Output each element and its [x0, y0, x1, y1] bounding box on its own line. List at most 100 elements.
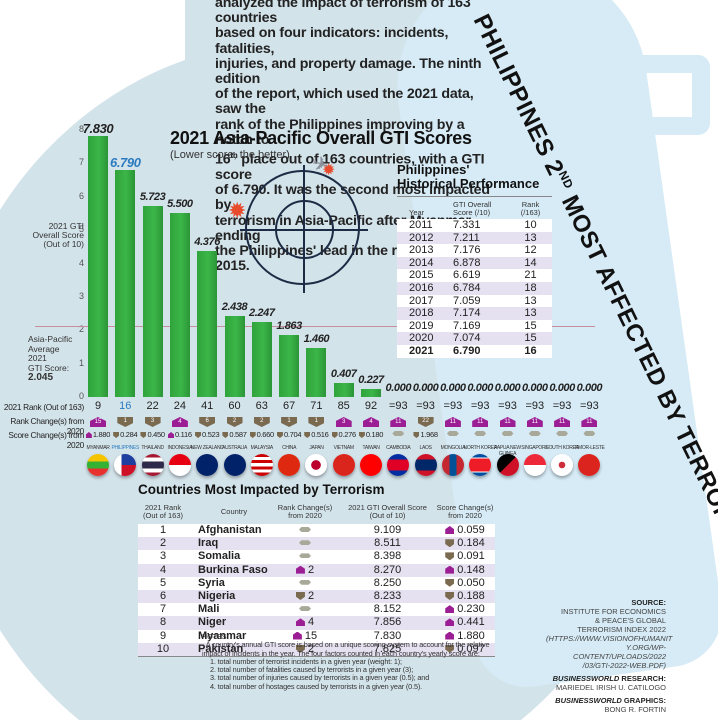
change-value: 2: [307, 563, 315, 576]
research-name: MARIEDEL IRISH U. CATILOGO: [555, 683, 666, 692]
rank-change-cell: [270, 603, 340, 616]
flag-australia-icon: [223, 454, 246, 476]
change-value: 15: [304, 629, 318, 642]
flag-malaysia-icon: [250, 454, 273, 476]
country-label: AUSTRALIA: [221, 445, 248, 451]
rank-cell: 3: [159, 550, 167, 563]
score-cell: 7.174: [453, 307, 481, 320]
source-label: SOURCE:: [631, 598, 666, 607]
arrow-down-icon: [295, 644, 305, 653]
country-label: TAIWAN: [362, 445, 380, 451]
flag-new-zealand-icon: [196, 454, 219, 476]
score-cell: 8.270: [373, 563, 402, 576]
impacted-row: 2 Iraq 8.511 0.184: [138, 537, 495, 551]
flag-japan-icon: [305, 454, 328, 476]
y-tick-label: 8: [78, 124, 84, 134]
historical-title-line: Philippines': [397, 162, 470, 177]
bar-value-label: 0.000: [576, 382, 603, 394]
impacted-row: 8 Niger 4 7.856 0.441: [138, 616, 495, 630]
score-change-cell: 0.450: [135, 430, 171, 439]
flag-china-icon: [278, 454, 301, 476]
arrow-down-icon: [140, 432, 147, 438]
score-change-row-label: Score Change(s) from 2020: [8, 430, 84, 450]
change-value: 0.441: [457, 616, 485, 629]
year-cell: 2011: [409, 219, 433, 231]
score-cell: 7.211: [453, 231, 480, 244]
score-change-value: 1.880: [92, 430, 111, 439]
arrow-up-icon: [445, 605, 455, 614]
unchanged-icon: [583, 431, 596, 436]
rank-cell: 41: [201, 400, 214, 412]
rank-cell: 4: [159, 563, 167, 576]
country-cell: Nigeria: [198, 589, 236, 602]
score-cell: 6.878: [453, 256, 481, 269]
country-label: TIMOR-LESTE: [574, 445, 605, 451]
rank-cell: 63: [255, 400, 268, 412]
arrow-down-icon: [113, 432, 120, 438]
flag-myanmar-icon: [87, 454, 109, 476]
unchanged-icon: [299, 527, 311, 532]
score-change-cell: 1.968: [408, 430, 444, 439]
historical-table-header: Year GTI Overall Score (/10) Rank (/163): [397, 197, 552, 219]
research-block: BUSINESSWORLD RESEARCH: MARIEDEL IRISH U…: [546, 674, 666, 692]
arrow-up-icon: [295, 618, 305, 627]
impacted-table-header: 2021 Rank (Out of 163) Country Rank Chang…: [138, 500, 495, 524]
rank-cell: =93: [443, 400, 463, 412]
brand: BUSINESSWORLD: [555, 696, 622, 705]
score-change-cell: [517, 430, 553, 439]
average-value: 2.045: [28, 372, 54, 383]
header-rank: Rank (/163): [509, 201, 552, 217]
impacted-row: 1 Afghanistan 9.109 0.059: [138, 524, 495, 538]
score-change-cell: 0.441: [435, 616, 495, 629]
average-label-line: GTI Score:: [28, 362, 70, 373]
historical-row: 2013 7.176 12: [397, 244, 552, 257]
rank-change-down-icon: 1: [281, 417, 298, 427]
notes-paragraph: - A country's annual GTI score is based …: [202, 640, 490, 658]
historical-row: 2017 7.059 13: [397, 294, 552, 308]
rank-cell: 9: [159, 629, 167, 642]
rank-change-up-icon: 4: [171, 417, 188, 427]
score-change-cell: [462, 430, 498, 439]
country-label: NORTH KOREA: [463, 445, 498, 451]
historical-row: 2011 7.331 10: [397, 219, 552, 232]
score-cell: 7.825: [373, 642, 402, 655]
arrow-down-icon: [445, 644, 455, 653]
flag-indonesia-icon: [168, 454, 191, 476]
rank-cell: =93: [580, 400, 599, 412]
country-label: NEW ZEALAND: [190, 445, 224, 451]
historical-title: Philippines' Historical Performance: [397, 163, 539, 191]
header-line: Rank Change(s): [277, 503, 333, 512]
rank-cell: 9: [94, 400, 102, 412]
country-label: THAILAND: [141, 445, 164, 451]
flag-singapore-icon: [523, 454, 546, 476]
score-change-cell: 0.059: [435, 524, 495, 537]
rank-change-down-icon: 22: [417, 417, 434, 427]
rank-cell: =93: [552, 400, 572, 412]
unchanged-icon: [556, 431, 569, 436]
rank-change-cell: [270, 577, 340, 590]
bar-value-label: 0.000: [467, 382, 493, 394]
rank-change-up-icon: 15: [90, 417, 106, 427]
bar-vietnam: [333, 383, 354, 397]
rank-change-up-icon: 11: [526, 417, 543, 427]
brand: BUSINESSWORLD: [552, 674, 620, 683]
average-label-line: Average 2021: [28, 343, 60, 363]
country-label: MYANMAR: [86, 445, 110, 451]
year-cell: 2020: [409, 332, 434, 345]
score-change-value: 0.276: [338, 430, 357, 439]
rank-cell: 92: [364, 400, 378, 412]
y-tick-label: 3: [78, 290, 84, 301]
arrow-down-icon: [331, 432, 338, 438]
unchanged-icon: [528, 431, 541, 436]
notes-item: 2. total number of fatalities caused by …: [210, 665, 414, 675]
y-tick-label: 1: [78, 357, 84, 368]
header-rank: 2021 Rank (Out of 163): [138, 504, 188, 520]
y-tick-label: 7: [78, 157, 84, 168]
change-value: 0.184: [457, 537, 485, 550]
country-cell: Mali: [198, 603, 220, 616]
change-value: 0.097: [457, 642, 485, 655]
rank-change-cell: [270, 524, 340, 537]
historical-row: 2021 6.790 16: [397, 344, 552, 358]
flag-mongolia-icon: [441, 454, 464, 476]
change-value: 2: [307, 589, 315, 602]
